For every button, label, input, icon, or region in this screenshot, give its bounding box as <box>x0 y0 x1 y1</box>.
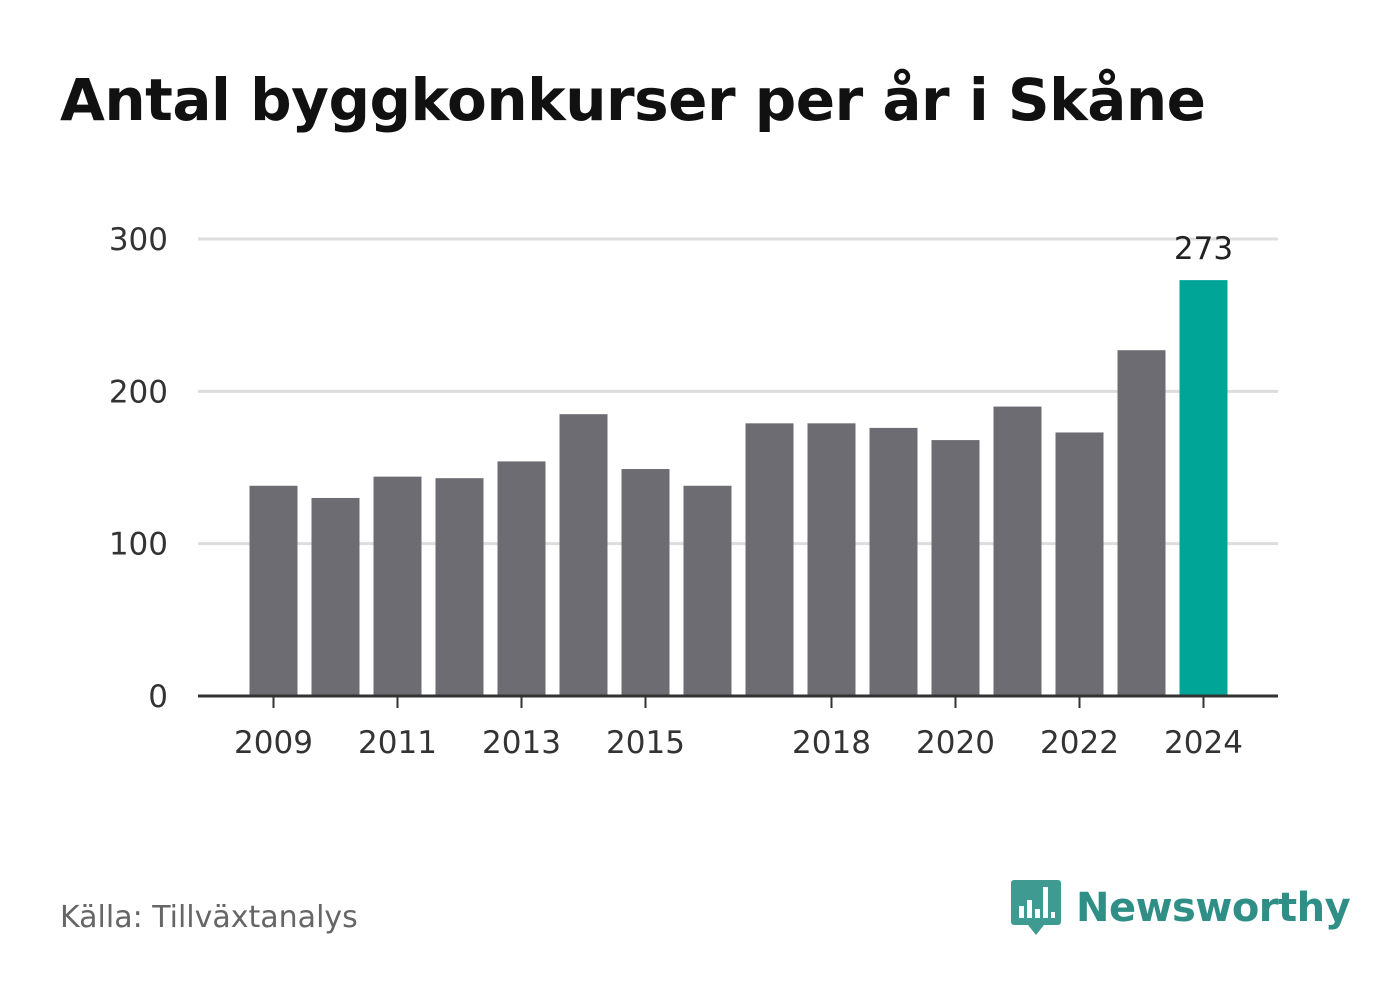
bar-2014 <box>559 414 608 696</box>
y-tick-label-0: 0 <box>148 679 168 715</box>
bar-2013 <box>497 461 546 696</box>
x-tick-label-2009: 2009 <box>234 725 313 761</box>
x-tick-label-2020: 2020 <box>916 725 995 761</box>
bar-2010 <box>311 497 360 696</box>
y-tick-label-300: 300 <box>109 222 168 258</box>
bar-2019 <box>869 427 918 696</box>
bar-2023 <box>1117 350 1166 696</box>
labels: 0 100 200 300 273 2009 2011 2013 2015 2018 2020 202… <box>109 222 1243 761</box>
bar-2022 <box>1055 432 1104 696</box>
x-tick-label-2022: 2022 <box>1040 725 1119 761</box>
newsworthy-logo-icon <box>1011 880 1061 935</box>
data-label-2024: 273 <box>1174 231 1233 267</box>
bar-2018 <box>807 423 856 696</box>
x-tick-label-2011: 2011 <box>358 725 437 761</box>
brand-name: Newsworthy <box>1076 885 1351 931</box>
x-tick-label-2018: 2018 <box>792 725 871 761</box>
bar-2020 <box>931 440 980 696</box>
bar-2009 <box>249 485 298 696</box>
chart-title: Antal byggkonkurser per år i Skåne <box>60 66 1206 134</box>
bar-2021 <box>993 406 1042 696</box>
bar-2024 <box>1179 280 1228 696</box>
axes <box>198 694 1278 708</box>
bar-2011 <box>373 476 422 696</box>
source-note: Källa: Tillväxtanalys <box>60 900 358 935</box>
bar-2017 <box>745 423 794 696</box>
x-tick-label-2013: 2013 <box>482 725 561 761</box>
x-tick-label-2024: 2024 <box>1164 725 1243 761</box>
bar-2012 <box>435 478 484 696</box>
gridlines <box>198 237 1278 546</box>
brand-logo: Newsworthy <box>1010 878 1351 938</box>
bars <box>249 280 1228 696</box>
y-tick-label-100: 100 <box>109 527 168 563</box>
bar-2016 <box>683 485 732 696</box>
x-tick-label-2015: 2015 <box>606 725 685 761</box>
bar-2015 <box>621 469 670 696</box>
y-tick-label-200: 200 <box>109 374 168 410</box>
